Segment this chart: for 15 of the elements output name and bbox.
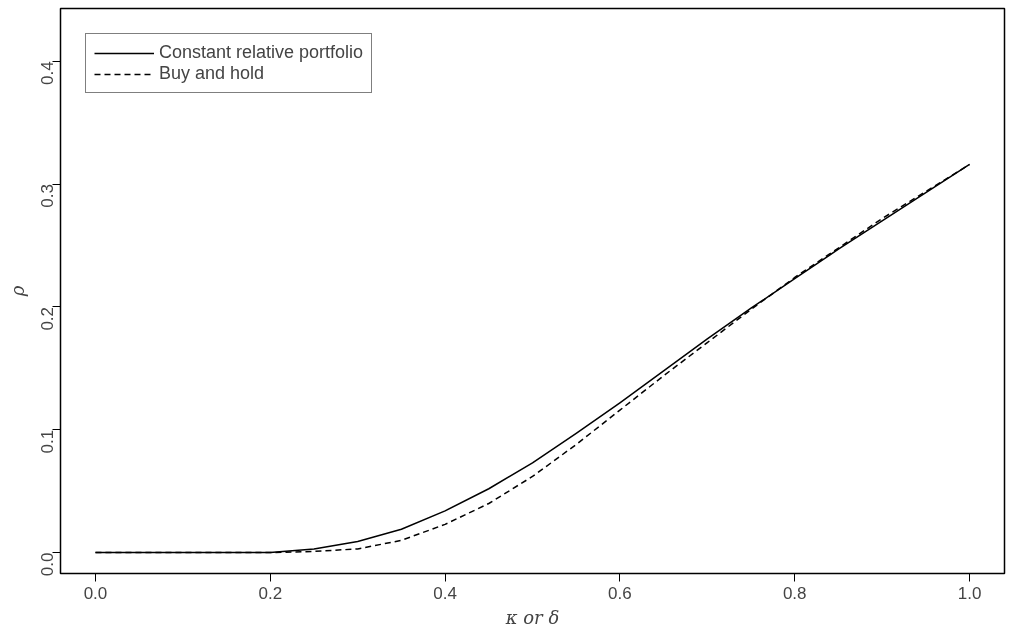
y-tick-label: 0.3	[38, 184, 58, 208]
y-tick-label: 0.1	[38, 429, 58, 454]
y-axis-title: ρ	[6, 285, 28, 298]
legend-label: Constant relative portfolio	[159, 42, 364, 63]
y-tick-label: 0.2	[38, 306, 58, 331]
legend-label: Buy and hold	[159, 63, 265, 84]
x-tick-label: 1.0	[957, 583, 982, 603]
x-tick-label: 0.6	[608, 583, 632, 603]
x-tick-label: 0.0	[83, 583, 108, 603]
x-tick-label: 0.8	[782, 583, 807, 603]
x-axis-title: κ or δ	[504, 606, 560, 628]
x-tick-label: 0.2	[258, 583, 283, 603]
y-tick-label: 0.0	[38, 552, 58, 577]
x-tick-label: 0.4	[433, 583, 457, 603]
y-tick-label: 0.4	[38, 61, 58, 85]
